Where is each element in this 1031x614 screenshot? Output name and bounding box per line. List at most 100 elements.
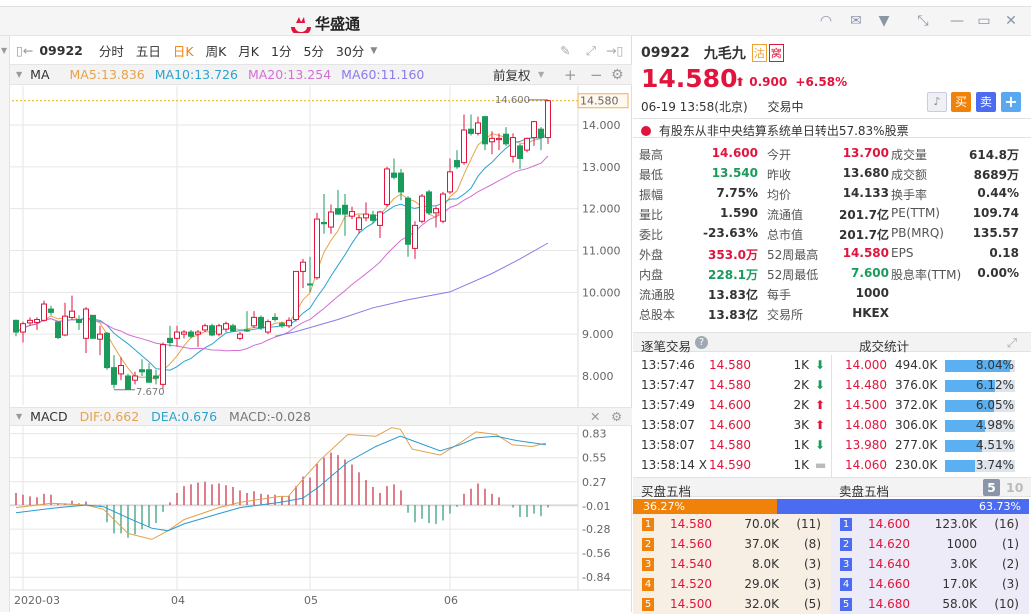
add-watchlist-button[interactable]: + bbox=[1001, 92, 1021, 112]
macd-axis-label: -0.84 bbox=[582, 571, 610, 584]
tab-period[interactable]: 月K bbox=[238, 44, 259, 59]
adjust-select[interactable]: 前复权 bbox=[493, 68, 531, 83]
candle-up bbox=[223, 323, 229, 330]
arrow-up-icon: ⬆ bbox=[815, 418, 826, 432]
macd-axis-label: -0.01 bbox=[582, 500, 610, 513]
stat-label: 成交量 bbox=[891, 148, 928, 162]
tab-period[interactable]: 日K bbox=[172, 44, 194, 59]
headset-icon[interactable]: ◠ bbox=[819, 13, 833, 29]
candle-up bbox=[377, 211, 383, 226]
candle-down bbox=[391, 172, 397, 178]
help-icon[interactable]: ? bbox=[695, 336, 708, 349]
candle-down bbox=[398, 172, 404, 193]
macd-legend: ▼ MACD DIF:0.662 DEA:0.676 MACD:-0.028 ✕… bbox=[10, 407, 632, 426]
candle-up bbox=[83, 308, 89, 339]
depth-5-button[interactable]: 5 bbox=[983, 479, 1000, 496]
ma10-value: MA10:13.726 bbox=[154, 67, 238, 82]
close-icon[interactable]: ✕ bbox=[1005, 13, 1017, 29]
gear-icon[interactable]: ⚙ bbox=[611, 66, 624, 83]
stat-bar-track bbox=[945, 380, 1015, 392]
stat-bar-fill bbox=[945, 440, 982, 452]
collapse-right-icon[interactable]: →▯ bbox=[606, 43, 624, 58]
stats-row: 总股本 13.83亿 交易所 HKEX bbox=[633, 303, 1025, 323]
fullscreen-icon[interactable]: ⤢ bbox=[586, 42, 597, 58]
stat-pct: 4.51% bbox=[975, 438, 1014, 452]
kline-chart[interactable]: 14.000 13.000 12.000 11.000 10.000 9.000 8.000… bbox=[0, 0, 632, 612]
add-indicator-icon[interactable]: + bbox=[564, 65, 577, 84]
order-count: (8) bbox=[804, 537, 821, 551]
ask-row[interactable]: 1 14.600 123.0K (16) bbox=[831, 514, 1029, 534]
tab-period[interactable]: 周K bbox=[205, 44, 227, 59]
collapse-column[interactable]: ▼ bbox=[0, 36, 10, 612]
gear-icon[interactable]: ⚙ bbox=[611, 409, 623, 424]
price-change-pct: +6.58% bbox=[795, 75, 848, 89]
dea-line bbox=[15, 435, 546, 532]
candle-down bbox=[503, 133, 509, 145]
order-volume: 32.0K bbox=[744, 597, 779, 611]
stat-bar-track bbox=[945, 360, 1015, 372]
maximize-icon[interactable]: ▭ bbox=[977, 13, 991, 29]
order-price: 14.500 bbox=[670, 597, 712, 611]
stat-label: 均价 bbox=[767, 188, 792, 202]
mail-icon[interactable]: ✉ bbox=[850, 13, 862, 29]
bid-row[interactable]: 5 14.500 32.0K (5) bbox=[633, 594, 831, 614]
shirt-icon[interactable]: ▼ bbox=[878, 13, 890, 29]
close-icon[interactable]: ✕ bbox=[590, 409, 601, 424]
candle-up bbox=[524, 137, 530, 151]
remove-indicator-icon[interactable]: − bbox=[590, 65, 603, 84]
candle-up bbox=[489, 137, 495, 143]
expand-icon[interactable]: ⤢ bbox=[1007, 335, 1018, 350]
bid-row[interactable]: 3 14.540 8.0K (3) bbox=[633, 554, 831, 574]
ask-row[interactable]: 3 14.640 3.0K (2) bbox=[831, 554, 1029, 574]
order-count: (16) bbox=[994, 517, 1019, 531]
level-badge: 5 bbox=[840, 598, 852, 611]
candle-up bbox=[545, 100, 551, 139]
candle-up bbox=[69, 310, 75, 318]
macd-label: MACD bbox=[30, 409, 68, 424]
trade-status: 交易中 bbox=[767, 100, 804, 114]
candle-up bbox=[195, 331, 201, 335]
dea-value: DEA:0.676 bbox=[151, 409, 218, 424]
collapse-left-icon[interactable]: ▯← bbox=[16, 43, 34, 58]
candle-up bbox=[419, 195, 425, 222]
order-price: 14.520 bbox=[670, 577, 712, 591]
tab-period[interactable]: 5分 bbox=[303, 44, 324, 59]
price-axis-label: 8.000 bbox=[582, 370, 614, 383]
order-count: (11) bbox=[796, 517, 821, 531]
pencil-icon[interactable]: ✎ bbox=[560, 43, 571, 58]
buy-button[interactable]: 买 bbox=[951, 92, 971, 112]
bid-row[interactable]: 2 14.560 37.0K (8) bbox=[633, 534, 831, 554]
sell-button[interactable]: 卖 bbox=[976, 92, 996, 112]
order-volume: 17.0K bbox=[942, 577, 977, 591]
logo-text: 华盛通 bbox=[315, 15, 361, 33]
notice-bar[interactable]: 有股东从非中央结算系统单日转出57.83%股票 bbox=[633, 118, 1031, 138]
stat-value: 13.83亿 bbox=[708, 288, 758, 302]
stat-price: 14.060 bbox=[845, 458, 887, 472]
chevron-down-icon[interactable]: ▼ bbox=[538, 70, 545, 79]
chevron-down-icon[interactable]: ▼ bbox=[370, 45, 378, 56]
arrow-up-icon: ⬆ bbox=[735, 75, 746, 89]
chevron-down-icon[interactable]: ▼ bbox=[16, 70, 23, 79]
chevron-down-icon[interactable]: ▼ bbox=[16, 412, 23, 421]
order-count: (3) bbox=[804, 557, 821, 571]
depth-10-button[interactable]: 10 bbox=[1006, 480, 1024, 495]
tab-period[interactable]: 1分 bbox=[271, 44, 292, 59]
minimize-icon[interactable]: — bbox=[950, 13, 964, 29]
shrink-icon[interactable]: ⤡ bbox=[917, 13, 929, 29]
ask-row[interactable]: 5 14.680 58.0K (10) bbox=[831, 594, 1029, 614]
candle-up bbox=[300, 261, 306, 272]
tick-volume: 2K bbox=[793, 378, 809, 392]
bid-row[interactable]: 1 14.580 70.0K (11) bbox=[633, 514, 831, 534]
bid-row[interactable]: 4 14.520 29.0K (3) bbox=[633, 574, 831, 594]
stat-pct: 3.74% bbox=[975, 458, 1014, 472]
tab-period[interactable]: 分时 bbox=[98, 44, 124, 59]
stat-value: 7.75% bbox=[716, 186, 758, 200]
tick-row: 13:58:14 X 14.590 1K ▬ 14.060 230.0K 3.74… bbox=[633, 455, 1031, 475]
price-axis-label: 12.000 bbox=[582, 203, 621, 216]
ask-row[interactable]: 4 14.660 17.0K (3) bbox=[831, 574, 1029, 594]
candle-down bbox=[321, 221, 327, 225]
tab-period[interactable]: 30分 bbox=[335, 44, 365, 59]
tab-period[interactable]: 五日 bbox=[135, 44, 161, 59]
ask-row[interactable]: 2 14.620 1000 (1) bbox=[831, 534, 1029, 554]
alert-bell-button[interactable]: ♪ bbox=[927, 92, 947, 112]
